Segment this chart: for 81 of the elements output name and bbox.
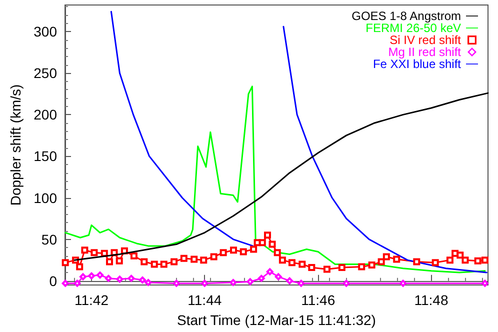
point (240, 248, 247, 256)
point (88, 272, 95, 280)
legend-label: Mg II red shift (388, 45, 462, 59)
point (250, 246, 258, 253)
point (138, 276, 146, 284)
point (96, 272, 104, 279)
point (210, 253, 218, 260)
point (170, 258, 178, 266)
y-tick-label: 250 (34, 65, 58, 82)
point (338, 264, 346, 272)
point (220, 249, 227, 256)
point (172, 280, 180, 287)
point (116, 257, 123, 264)
point (378, 258, 385, 266)
y-tick-label: 100 (34, 190, 58, 206)
y-tick-label: 300 (34, 24, 58, 40)
x-tick-label: 11:42 (74, 292, 109, 308)
point (144, 279, 152, 286)
point (286, 277, 294, 284)
point (474, 257, 482, 264)
point (106, 258, 114, 266)
point (481, 280, 488, 287)
point (80, 273, 87, 280)
point (104, 274, 112, 282)
legend-label: FERMI 26-50 keV (366, 21, 461, 35)
point (258, 274, 265, 282)
point (462, 256, 469, 264)
point (342, 280, 350, 287)
y-axis-title: Doppler shift (km/s) (8, 84, 24, 206)
point (268, 240, 276, 248)
x-tick-label: 11:46 (301, 292, 336, 308)
point (266, 268, 274, 276)
point (323, 266, 330, 273)
point (76, 263, 84, 270)
point (230, 279, 237, 286)
point (264, 232, 271, 239)
point (90, 249, 98, 256)
point (150, 260, 158, 268)
point (456, 252, 464, 259)
point (308, 264, 316, 272)
point (74, 280, 81, 287)
point (246, 278, 254, 286)
point (62, 259, 69, 266)
point (130, 252, 138, 260)
point (432, 259, 439, 266)
point (278, 256, 286, 264)
point (62, 280, 69, 287)
point (160, 260, 168, 268)
point (298, 260, 306, 268)
point (200, 256, 208, 264)
point (481, 256, 488, 264)
point (140, 258, 148, 266)
point (274, 273, 282, 280)
y-tick-label: 0 (49, 272, 58, 289)
legend-label: Si IV red shift (390, 33, 462, 47)
x-axis-title: Start Time (12-Mar-15 11:41:32) (177, 312, 376, 328)
y-tick-label: 200 (34, 106, 58, 123)
point (258, 239, 266, 246)
point (180, 254, 188, 262)
point (230, 246, 238, 254)
point (298, 280, 305, 287)
legend-label: GOES 1-8 Angstrom (352, 9, 461, 23)
point (393, 256, 400, 263)
point (382, 253, 390, 260)
y-tick-label: 50 (41, 231, 58, 248)
point (368, 262, 376, 269)
point (190, 256, 198, 263)
point (201, 280, 208, 287)
point (400, 280, 407, 287)
point (81, 246, 88, 254)
y-tick-label: 150 (34, 148, 58, 164)
point (358, 263, 366, 270)
point (413, 258, 420, 266)
point (128, 274, 135, 282)
x-tick-label: 11:44 (188, 292, 222, 308)
point (116, 276, 124, 283)
point (446, 256, 454, 264)
x-tick-label: 11:48 (414, 292, 448, 308)
point (274, 249, 281, 256)
legend-label: Fe XXI blue shift (372, 57, 462, 71)
point (288, 259, 296, 266)
